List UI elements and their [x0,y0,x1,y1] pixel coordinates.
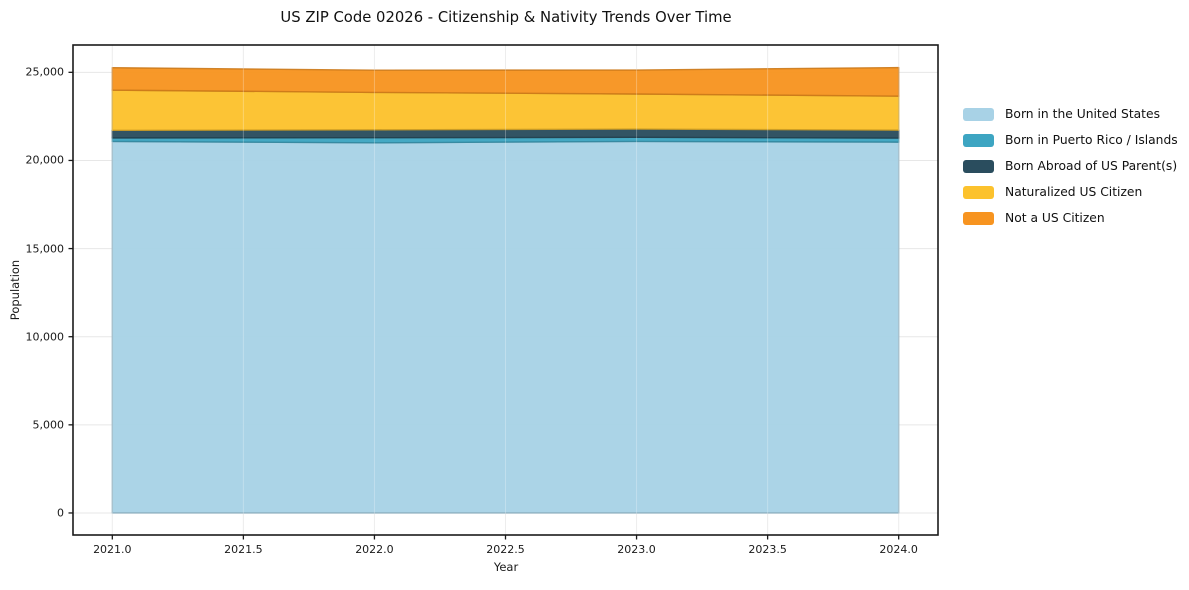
legend-label: Born in Puerto Rico / Islands [1005,133,1178,147]
legend: Born in the United States Born in Puerto … [963,101,1178,231]
legend-item-born-abroad-of-us-parent-s: Born Abroad of US Parent(s) [963,153,1178,179]
x-tick-label: 2022.0 [355,543,394,556]
y-tick-label: 0 [57,506,64,520]
legend-swatch-icon [963,133,994,147]
x-tick-label: 2021.5 [224,543,263,556]
chart-title: US ZIP Code 02026 - Citizenship & Nativi… [280,9,732,26]
legend-item-born-in-puerto-rico-islands: Born in Puerto Rico / Islands [963,127,1178,153]
legend-label: Born Abroad of US Parent(s) [1005,159,1178,173]
legend-swatch-icon [963,107,994,121]
legend-item-naturalized-us-citizen: Naturalized US Citizen [963,179,1178,205]
x-tick-label: 2023.0 [617,543,656,556]
legend-swatch-icon [963,185,994,199]
legend-swatch-icon [963,211,994,225]
y-tick-label: 15,000 [25,242,65,256]
x-tick-label: 2023.5 [748,543,787,556]
x-tick-label: 2024.0 [879,543,918,556]
legend-label: Naturalized US Citizen [1005,185,1143,199]
y-tick-label: 10,000 [25,330,65,344]
y-tick-label: 20,000 [25,153,65,167]
x-axis-label: Year [493,560,519,574]
legend-label: Not a US Citizen [1005,211,1105,225]
legend-item-born-in-the-united-states: Born in the United States [963,101,1178,127]
y-tick-label: 25,000 [25,65,65,79]
y-axis-label: Population [8,259,22,321]
x-tick-label: 2022.5 [486,543,525,556]
legend-item-not-a-us-citizen: Not a US Citizen [963,205,1178,231]
legend-swatch-icon [963,159,994,173]
x-tick-label: 2021.0 [93,543,132,556]
area-not-a-us-citizen [111,66,900,97]
y-tick-label: 5,000 [32,418,65,432]
legend-label: Born in the United States [1005,107,1160,121]
